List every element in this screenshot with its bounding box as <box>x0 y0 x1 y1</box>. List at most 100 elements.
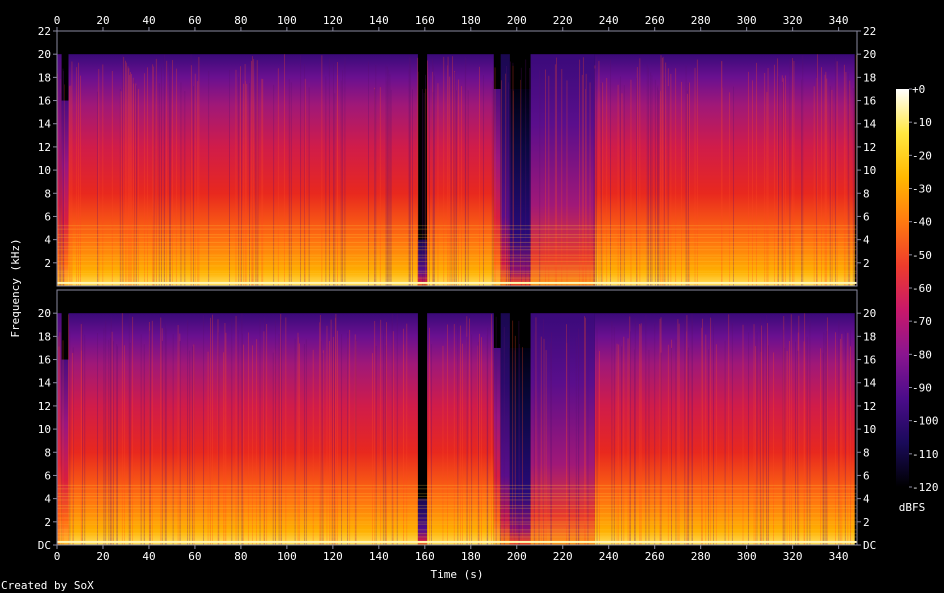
texture-streak <box>781 81 783 287</box>
texture-streak <box>385 65 387 286</box>
texture-streak <box>849 80 851 286</box>
texture-streak <box>487 327 489 545</box>
x-tick-label: 60 <box>188 550 201 563</box>
texture-streak <box>661 58 663 286</box>
texture-streak <box>646 64 648 286</box>
texture-streak <box>251 56 253 286</box>
texture-streak <box>665 62 667 287</box>
texture-streak <box>701 345 703 545</box>
texture-streak <box>640 325 642 545</box>
texture-streak <box>458 79 459 286</box>
texture-streak <box>795 341 796 545</box>
texture-streak <box>136 85 138 286</box>
texture-streak <box>759 317 761 545</box>
texture-streak <box>850 346 851 545</box>
texture-streak <box>193 343 195 545</box>
colorbar-tick-label: -30 <box>912 183 932 196</box>
texture-streak <box>177 325 179 545</box>
texture-streak <box>465 57 467 286</box>
texture-streak <box>333 63 334 287</box>
texture-streak <box>305 339 307 545</box>
texture-streak <box>297 337 299 545</box>
texture-streak <box>639 58 641 286</box>
texture-streak <box>450 63 452 286</box>
texture-streak <box>447 56 449 286</box>
texture-streak <box>261 78 263 287</box>
texture-streak <box>422 89 423 286</box>
texture-streak <box>809 318 811 545</box>
texture-streak <box>335 317 336 545</box>
texture-streak <box>433 65 434 286</box>
texture-streak <box>630 79 632 286</box>
texture-streak <box>824 74 826 286</box>
spectrogram-region <box>61 100 69 286</box>
texture-streak <box>247 332 249 545</box>
texture-streak <box>372 353 373 545</box>
y-tick-label: 4 <box>44 234 51 247</box>
texture-streak <box>692 319 693 545</box>
texture-streak <box>782 329 784 545</box>
texture-streak <box>386 322 387 545</box>
texture-streak <box>264 317 265 545</box>
texture-streak <box>194 73 196 286</box>
texture-streak <box>477 345 479 545</box>
texture-streak <box>566 80 568 287</box>
texture-streak <box>326 325 328 545</box>
y-tick-label: 20 <box>863 307 876 320</box>
texture-streak <box>425 88 427 286</box>
texture-streak <box>374 89 376 286</box>
texture-streak <box>578 334 580 545</box>
texture-streak <box>294 338 296 545</box>
texture-streak <box>686 90 688 287</box>
y-tick-label: 4 <box>863 493 870 506</box>
texture-streak <box>297 332 299 545</box>
texture-streak <box>721 61 722 286</box>
texture-streak <box>68 314 69 545</box>
texture-streak <box>149 330 151 545</box>
texture-streak <box>461 86 462 286</box>
texture-streak <box>506 65 507 287</box>
texture-streak <box>111 70 113 286</box>
dc-band <box>57 281 857 284</box>
texture-streak <box>59 332 61 545</box>
texture-streak <box>432 71 434 286</box>
texture-streak <box>598 91 600 286</box>
texture-streak <box>192 346 193 545</box>
y-tick-label: 4 <box>44 493 51 506</box>
texture-streak <box>273 84 275 287</box>
colorbar-tick-label: -50 <box>912 249 932 262</box>
texture-streak <box>62 68 64 287</box>
texture-streak <box>627 338 629 545</box>
texture-streak <box>848 79 850 286</box>
x-tick-label: 120 <box>323 14 343 27</box>
texture-streak <box>403 328 404 545</box>
texture-streak <box>108 339 110 545</box>
texture-streak <box>123 56 125 286</box>
harmonic-band <box>57 270 857 272</box>
texture-streak <box>617 84 619 286</box>
texture-streak <box>831 89 833 287</box>
texture-streak <box>374 320 376 545</box>
texture-streak <box>756 62 757 287</box>
texture-streak <box>582 57 584 287</box>
texture-streak <box>179 333 181 545</box>
texture-streak <box>330 319 332 545</box>
y-tick-label: 2 <box>44 516 51 529</box>
texture-streak <box>189 350 191 545</box>
harmonic-band <box>57 234 857 236</box>
texture-streak <box>806 336 808 545</box>
plot-frame <box>56 289 858 546</box>
texture-streak <box>724 340 726 545</box>
y-tick-label: DC <box>38 539 51 552</box>
harmonic-band <box>57 249 857 251</box>
texture-streak <box>831 91 833 286</box>
texture-streak <box>505 73 507 286</box>
texture-streak <box>491 314 492 545</box>
spectrogram-region <box>500 54 510 286</box>
texture-streak <box>334 319 335 545</box>
texture-streak <box>657 85 659 286</box>
texture-streak <box>240 66 241 286</box>
texture-streak <box>59 63 61 286</box>
spectrogram-region <box>427 54 494 286</box>
texture-streak <box>733 86 734 287</box>
